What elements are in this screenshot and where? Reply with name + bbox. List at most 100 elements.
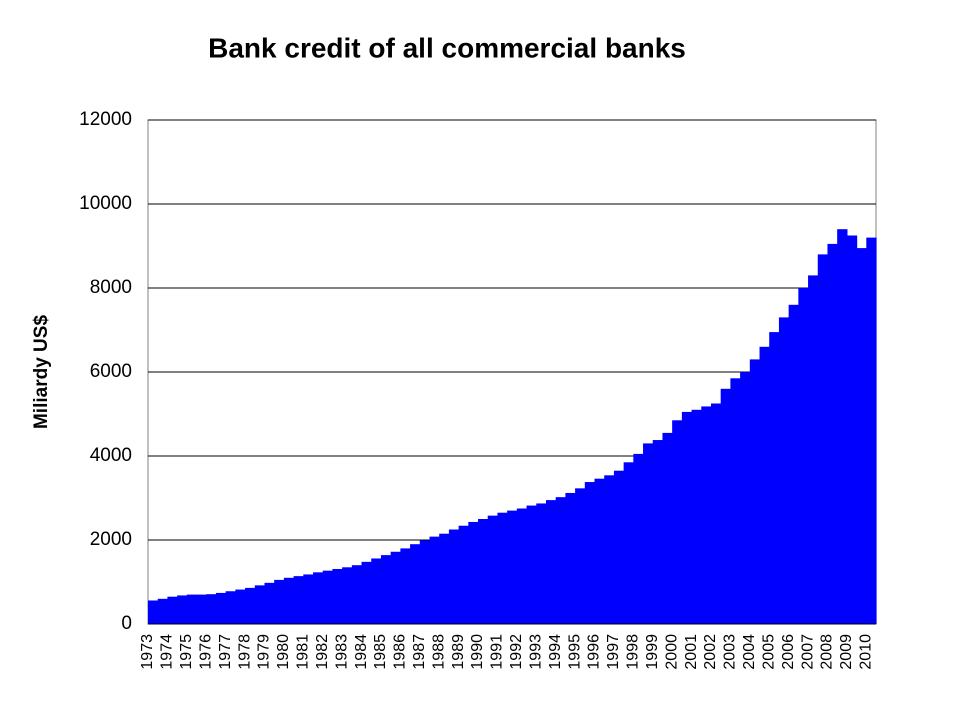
- y-tick-label: 4000: [90, 445, 132, 466]
- x-tick-label: 1987: [411, 634, 428, 670]
- bar: [778, 317, 790, 624]
- bar: [186, 594, 198, 624]
- chart-title: Bank credit of all commercial banks: [208, 32, 686, 63]
- bar: [545, 500, 557, 624]
- x-tick-label: 1980: [275, 634, 292, 670]
- bar: [740, 372, 751, 624]
- bar: [507, 510, 518, 624]
- y-tick-label: 12000: [79, 109, 132, 130]
- bar: [672, 420, 683, 624]
- bar: [235, 589, 246, 624]
- x-tick-label: 1977: [217, 634, 234, 670]
- x-tick-label: 1996: [586, 634, 603, 670]
- bar: [419, 540, 431, 624]
- bar: [798, 288, 809, 624]
- bar: [245, 587, 256, 624]
- bar: [351, 565, 363, 624]
- bar: [613, 470, 625, 624]
- bar: [157, 598, 169, 624]
- x-tick-label: 1993: [527, 634, 544, 670]
- bar: [575, 488, 586, 624]
- x-tick-label: 1990: [469, 634, 486, 670]
- y-tick-label: 6000: [90, 361, 132, 382]
- bar: [283, 577, 295, 624]
- bar: [468, 521, 479, 624]
- x-tick-label: 2009: [838, 634, 855, 670]
- x-tick-label: 2003: [722, 634, 739, 670]
- bar: [254, 585, 266, 624]
- y-axis-label: Miliardy US$: [31, 315, 52, 429]
- bar: [516, 508, 528, 624]
- bar: [400, 548, 411, 624]
- bar: [293, 576, 304, 624]
- bar: [458, 525, 469, 624]
- bar: [478, 519, 489, 624]
- bar: [322, 570, 334, 624]
- bar: [691, 409, 702, 624]
- bar: [196, 594, 207, 624]
- x-tick-label: 1985: [372, 634, 389, 670]
- bar: [604, 475, 615, 624]
- x-tick-label: 1978: [236, 634, 253, 670]
- x-tick-label: 1979: [256, 634, 273, 670]
- x-tick-label: 1984: [353, 634, 370, 670]
- bar: [837, 229, 848, 624]
- bar: [720, 388, 731, 624]
- bar: [555, 497, 566, 624]
- x-tick-label: 2005: [760, 634, 777, 670]
- bar: [643, 443, 654, 624]
- bar: [148, 600, 159, 624]
- bar: [633, 453, 644, 624]
- bar: [225, 591, 236, 624]
- bar: [206, 594, 217, 624]
- bar: [313, 572, 324, 624]
- x-tick-label: 1988: [430, 634, 447, 670]
- x-tick-label: 1992: [508, 634, 525, 670]
- bar: [701, 406, 712, 624]
- bar: [662, 432, 673, 624]
- bar: [759, 346, 770, 624]
- bar: [215, 592, 227, 624]
- bar: [565, 492, 576, 624]
- bar: [827, 243, 838, 624]
- bar: [526, 505, 537, 624]
- bar: [497, 512, 508, 624]
- x-tick-label: 1981: [295, 634, 312, 670]
- bar: [274, 579, 285, 624]
- bar: [332, 568, 343, 624]
- y-tick-label: 2000: [90, 529, 132, 550]
- bar: [177, 595, 188, 624]
- x-tick-label: 2004: [741, 634, 758, 670]
- x-tick-label: 1986: [392, 634, 409, 670]
- bar: [342, 567, 353, 624]
- x-tick-label: 1976: [197, 634, 214, 670]
- bar: [380, 555, 392, 624]
- x-tick-label: 1998: [625, 634, 642, 670]
- y-tick-label: 8000: [90, 277, 132, 298]
- bar: [749, 359, 761, 624]
- x-tick-label: 2006: [780, 634, 797, 670]
- bar: [390, 551, 401, 624]
- x-tick-label: 2000: [663, 634, 680, 670]
- bar: [410, 544, 421, 624]
- x-tick-label: 1982: [314, 634, 331, 670]
- bar: [866, 237, 877, 624]
- x-tick-label: 1994: [547, 634, 564, 670]
- bar: [448, 529, 460, 624]
- x-tick-label: 1973: [139, 634, 156, 670]
- bar: [487, 515, 499, 624]
- x-tick-label: 1991: [489, 634, 506, 670]
- bar: [371, 558, 382, 624]
- bar: [264, 582, 275, 624]
- bar: [846, 235, 858, 624]
- bar: [623, 462, 634, 624]
- x-tick-label: 1974: [159, 634, 176, 670]
- bar: [652, 440, 664, 624]
- bar: [429, 536, 440, 624]
- x-tick-label: 1983: [333, 634, 350, 670]
- bar: [730, 378, 741, 624]
- y-tick-label: 0: [121, 613, 132, 634]
- x-tick-label: 2002: [702, 634, 719, 670]
- bar: [167, 596, 178, 624]
